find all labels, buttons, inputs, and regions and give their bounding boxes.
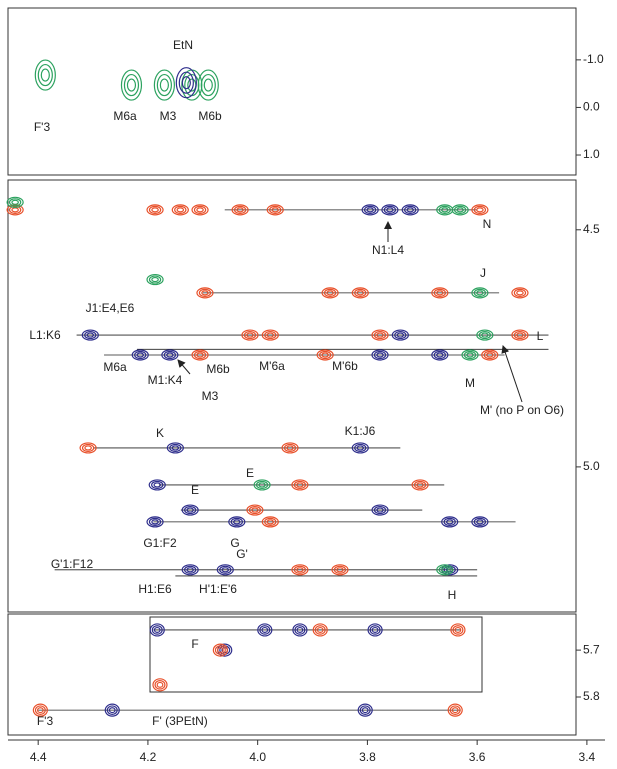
arrow [503,346,522,402]
annotation: EtN [173,38,193,52]
nmr-figure: -1.0 0.0 1.0 EtN F'3 M6a M3 M6b 4.5 5.0 N1:L4 N J J1:… [0,0,617,769]
contour [12,208,18,212]
annotation: M6a [103,360,127,374]
annotation: E [191,483,199,497]
annotation: M6a [113,109,137,123]
cross-peak [176,68,196,98]
annotation: F' (3PEtN) [152,714,208,728]
annotation: N1:L4 [372,243,404,257]
y-tick-label: 4.5 [583,222,600,236]
annotation: F'3 [37,714,54,728]
y-tick-label: 0.0 [583,100,600,114]
contour [197,208,203,212]
annotation: G1:F2 [143,536,177,550]
annotation: J [480,266,486,280]
annotation: H [448,588,457,602]
cross-peak [472,205,488,215]
contour [127,79,135,91]
contour [201,75,215,96]
annotation: K1:J6 [345,424,376,438]
contour [12,200,18,204]
contour [38,65,52,86]
x-tick-label: 3.6 [469,750,486,764]
annotation: M [465,376,475,390]
annotation: G'1:F12 [51,557,94,571]
cross-peak [154,70,174,100]
annotation: E [246,466,254,480]
contour [517,291,523,295]
annotation: M'6b [332,359,358,373]
cross-peak [147,205,163,215]
annotation: F'3 [34,120,51,134]
contour [204,79,212,91]
y-tick-label: 5.7 [583,642,600,656]
cross-peak [512,288,528,298]
y-tick-label: 1.0 [583,147,600,161]
contour [477,208,483,212]
contour [152,208,158,212]
annotation: H'1:E'6 [199,582,237,596]
panel-frame [8,8,576,175]
contour [41,69,49,81]
cross-peak [7,197,23,207]
contour [124,75,138,96]
cross-peak [192,205,208,215]
cross-peak [121,70,141,100]
annotation: M6b [198,109,222,123]
y-tick-label: -1.0 [583,52,604,66]
annotation: M1:K4 [148,373,183,387]
cross-peak [149,480,165,490]
arrow [178,360,190,374]
annotation: K [156,426,164,440]
x-tick-label: 3.8 [359,750,376,764]
annotation: M3 [160,109,177,123]
cross-peak [198,70,218,100]
annotation: M6b [206,362,230,376]
contour [157,75,171,96]
y-tick-label: 5.8 [583,689,600,703]
contour [85,446,91,450]
annotation: L [537,329,544,343]
annotation: J1:E4,E6 [86,301,135,315]
x-tick-label: 4.2 [140,750,157,764]
annotation: N [483,217,492,231]
cross-peak [153,679,167,691]
x-tick-label: 3.4 [579,750,596,764]
y-tick-label: 5.0 [583,459,600,473]
annotation: M3 [202,389,219,403]
cross-peak [172,205,188,215]
cross-peak [35,60,55,90]
contour [152,278,158,282]
contour [157,682,163,687]
annotation: G' [236,547,248,561]
cross-peak [147,275,163,285]
annotation: M'6a [259,359,285,373]
contour [177,208,183,212]
annotation: M' (no P on O6) [480,403,564,417]
panel-frame [8,614,576,735]
x-tick-label: 4.4 [30,750,47,764]
annotation: F [191,637,198,651]
x-tick-label: 4.0 [249,750,266,764]
cross-peak [80,443,96,453]
contour [160,79,168,91]
annotation: L1:K6 [29,328,61,342]
panel-frame [8,180,576,612]
annotation: H1:E6 [138,582,172,596]
